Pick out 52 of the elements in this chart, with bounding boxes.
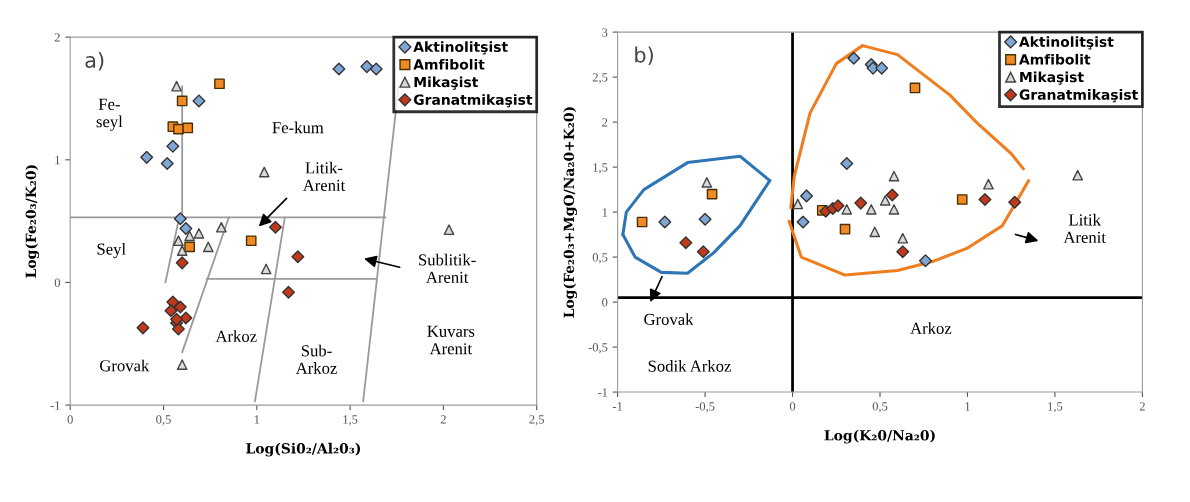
legend-label: Granatmikaşist [1019, 89, 1138, 103]
annotation: Sodik Arkoz [648, 360, 731, 372]
x-tick-label: 0 [67, 415, 73, 424]
annotation: Fe- seyl [96, 98, 123, 131]
x-tick-label: 1 [965, 402, 970, 411]
y-tick-label: -0,5 [588, 343, 608, 354]
text: b) [635, 46, 653, 66]
x-axis-title: Log(K₂0/Na₂0) [824, 429, 935, 444]
legend-label: Mikaşist [1020, 71, 1084, 85]
annotation: Fe-kum [272, 121, 324, 134]
y-tick-label: -1 [597, 388, 608, 397]
x-tick-label: 2,5 [529, 415, 545, 426]
annotation: Arkoz [215, 330, 257, 342]
y-tick-label: 3 [602, 28, 608, 37]
annotation: Sublitik- Arenit [419, 253, 476, 283]
x-tick-label: 1 [254, 415, 260, 424]
x-tick-label: 0,5 [872, 402, 888, 413]
annotation: Arkoz [910, 322, 952, 334]
x-tick-label: 2 [1139, 402, 1145, 411]
annotation: Kuvars Arenit [427, 325, 475, 355]
annotation: Sub- Arkoz [295, 344, 337, 374]
x-tick-label: 0 [789, 402, 796, 411]
legend-label: Aktinolitşist [413, 41, 508, 55]
text: a) [85, 51, 104, 71]
x-tick-label: -0,5 [695, 402, 715, 413]
y-tick-label: 1 [602, 208, 608, 217]
y-tick-label: 0 [602, 298, 608, 307]
legend-label: Mikaşist [414, 76, 479, 90]
x-tick-label: -1 [612, 402, 623, 411]
legend-label: Amfibolit [413, 58, 485, 70]
y-tick-label: 1,5 [593, 163, 608, 174]
y-tick-label: 2 [602, 118, 608, 127]
x-tick-label: 1,5 [1048, 402, 1063, 413]
legend-label: Granatmikaşist [413, 94, 533, 108]
annotation: Litik Arenit [1063, 213, 1106, 243]
legend-label: Amfibolit [1019, 53, 1091, 65]
x-tick-label: 2 [440, 415, 446, 424]
annotation: Grovak [100, 359, 150, 372]
legend-label: Aktinolitşist [1019, 36, 1114, 50]
x-tick-label: 1,5 [343, 415, 358, 426]
y-tick-label: 0,5 [592, 253, 608, 264]
x-axis-title: Log(Si0₂/Al₂0₃) [246, 442, 361, 457]
y-tick-label: 1 [55, 155, 60, 165]
y-axis-title: Log(Fe₂0₃+MgO/Na₂0+K₂0) [563, 107, 577, 318]
x-tick-label: 0,5 [156, 415, 171, 426]
annotation: Seyl [97, 242, 126, 259]
annotation: Litik- Arenit [302, 161, 346, 191]
y-axis-title: Log(Fe₂0₃/K₂0) [25, 165, 39, 278]
annotation: Grovak [644, 313, 694, 325]
y-tick-label: 2 [54, 33, 60, 42]
y-tick-label: 2,5 [592, 73, 608, 84]
y-tick-label: 0 [54, 278, 61, 287]
